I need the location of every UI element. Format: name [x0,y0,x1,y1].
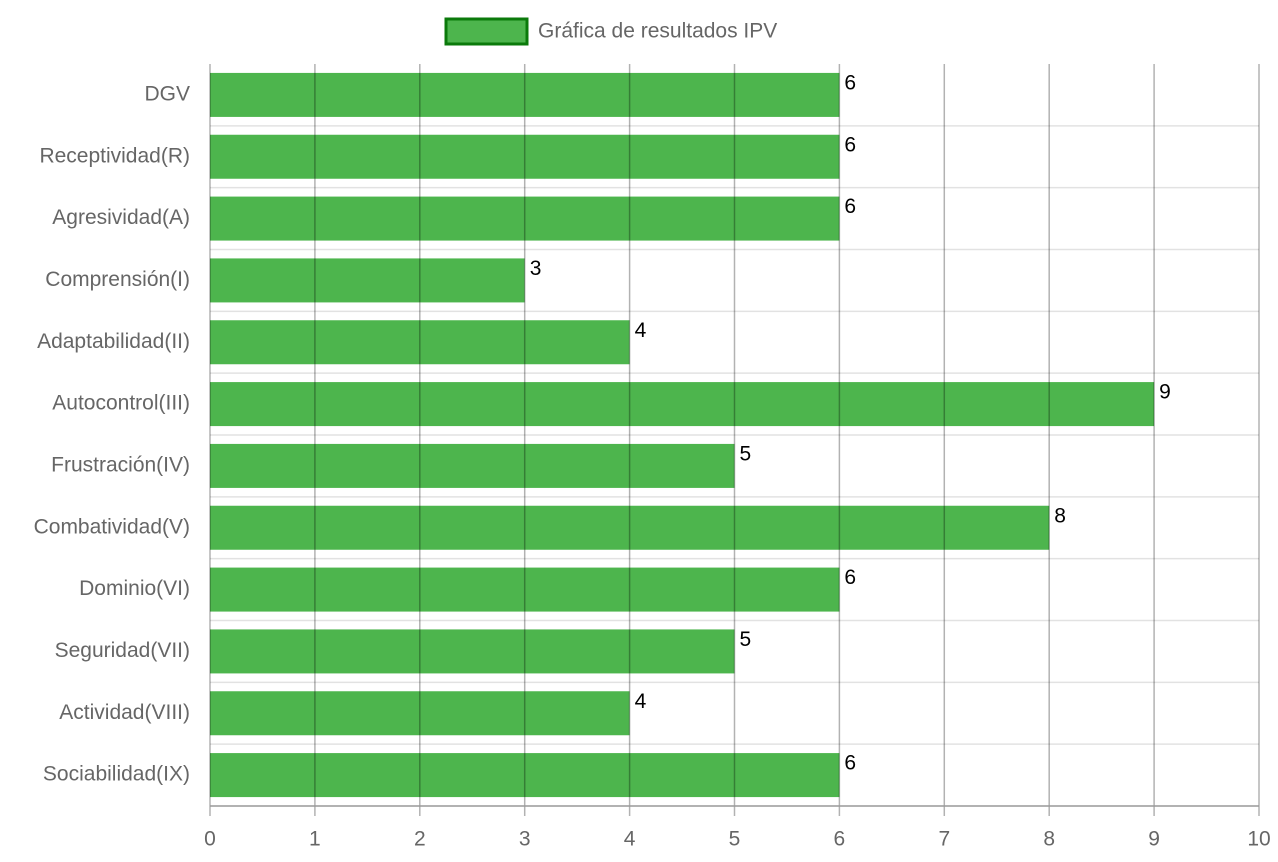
y-tick-label: Dominio(VI) [79,577,190,600]
y-tick-label: Adaptabilidad(II) [37,330,190,353]
x-tick-label: 3 [519,828,531,851]
x-tick-label: 2 [414,828,426,851]
y-tick-label: Frustración(IV) [51,453,190,476]
bar [210,320,630,365]
bar [210,691,630,736]
bar [210,258,525,303]
y-tick-label: DGV [144,82,190,105]
legend-swatch [444,17,529,46]
bar [210,134,840,179]
x-tick-label: 10 [1247,828,1270,851]
y-tick-label: Actividad(VIII) [59,701,190,724]
legend-label: Gráfica de resultados IPV [538,20,777,43]
x-tick-label: 0 [204,828,216,851]
x-tick-label: 8 [1043,828,1055,851]
data-label: 4 [635,690,647,713]
x-tick-label: 9 [1148,828,1160,851]
x-tick-label: 5 [729,828,741,851]
bar [210,567,840,612]
y-tick-label: Autocontrol(III) [52,392,190,415]
bar [210,505,1050,550]
y-tick-label: Combatividad(V) [34,515,190,538]
y-tick-label: Agresividad(A) [52,206,190,229]
data-label: 9 [1159,381,1171,404]
data-label: 5 [740,628,752,651]
data-label: 8 [1054,504,1066,527]
y-tick-label: Sociabilidad(IX) [43,763,190,786]
data-label: 4 [635,319,647,342]
data-label: 3 [530,257,542,280]
data-label: 6 [844,71,856,94]
data-label: 6 [844,752,856,775]
data-label: 6 [844,133,856,156]
bar [210,196,840,241]
bar [210,629,735,674]
data-label: 6 [844,195,856,218]
x-tick-label: 1 [309,828,321,851]
y-tick-label: Receptividad(R) [39,144,190,167]
x-tick-label: 6 [834,828,846,851]
bar [210,753,840,798]
x-tick-label: 7 [938,828,950,851]
bar [210,382,1155,427]
bar [210,443,735,488]
data-label: 6 [844,566,856,589]
data-label: 5 [740,442,752,465]
x-tick-label: 4 [624,828,636,851]
bar [210,72,840,117]
y-tick-label: Seguridad(VII) [55,639,190,662]
y-tick-label: Comprensión(I) [45,268,190,291]
